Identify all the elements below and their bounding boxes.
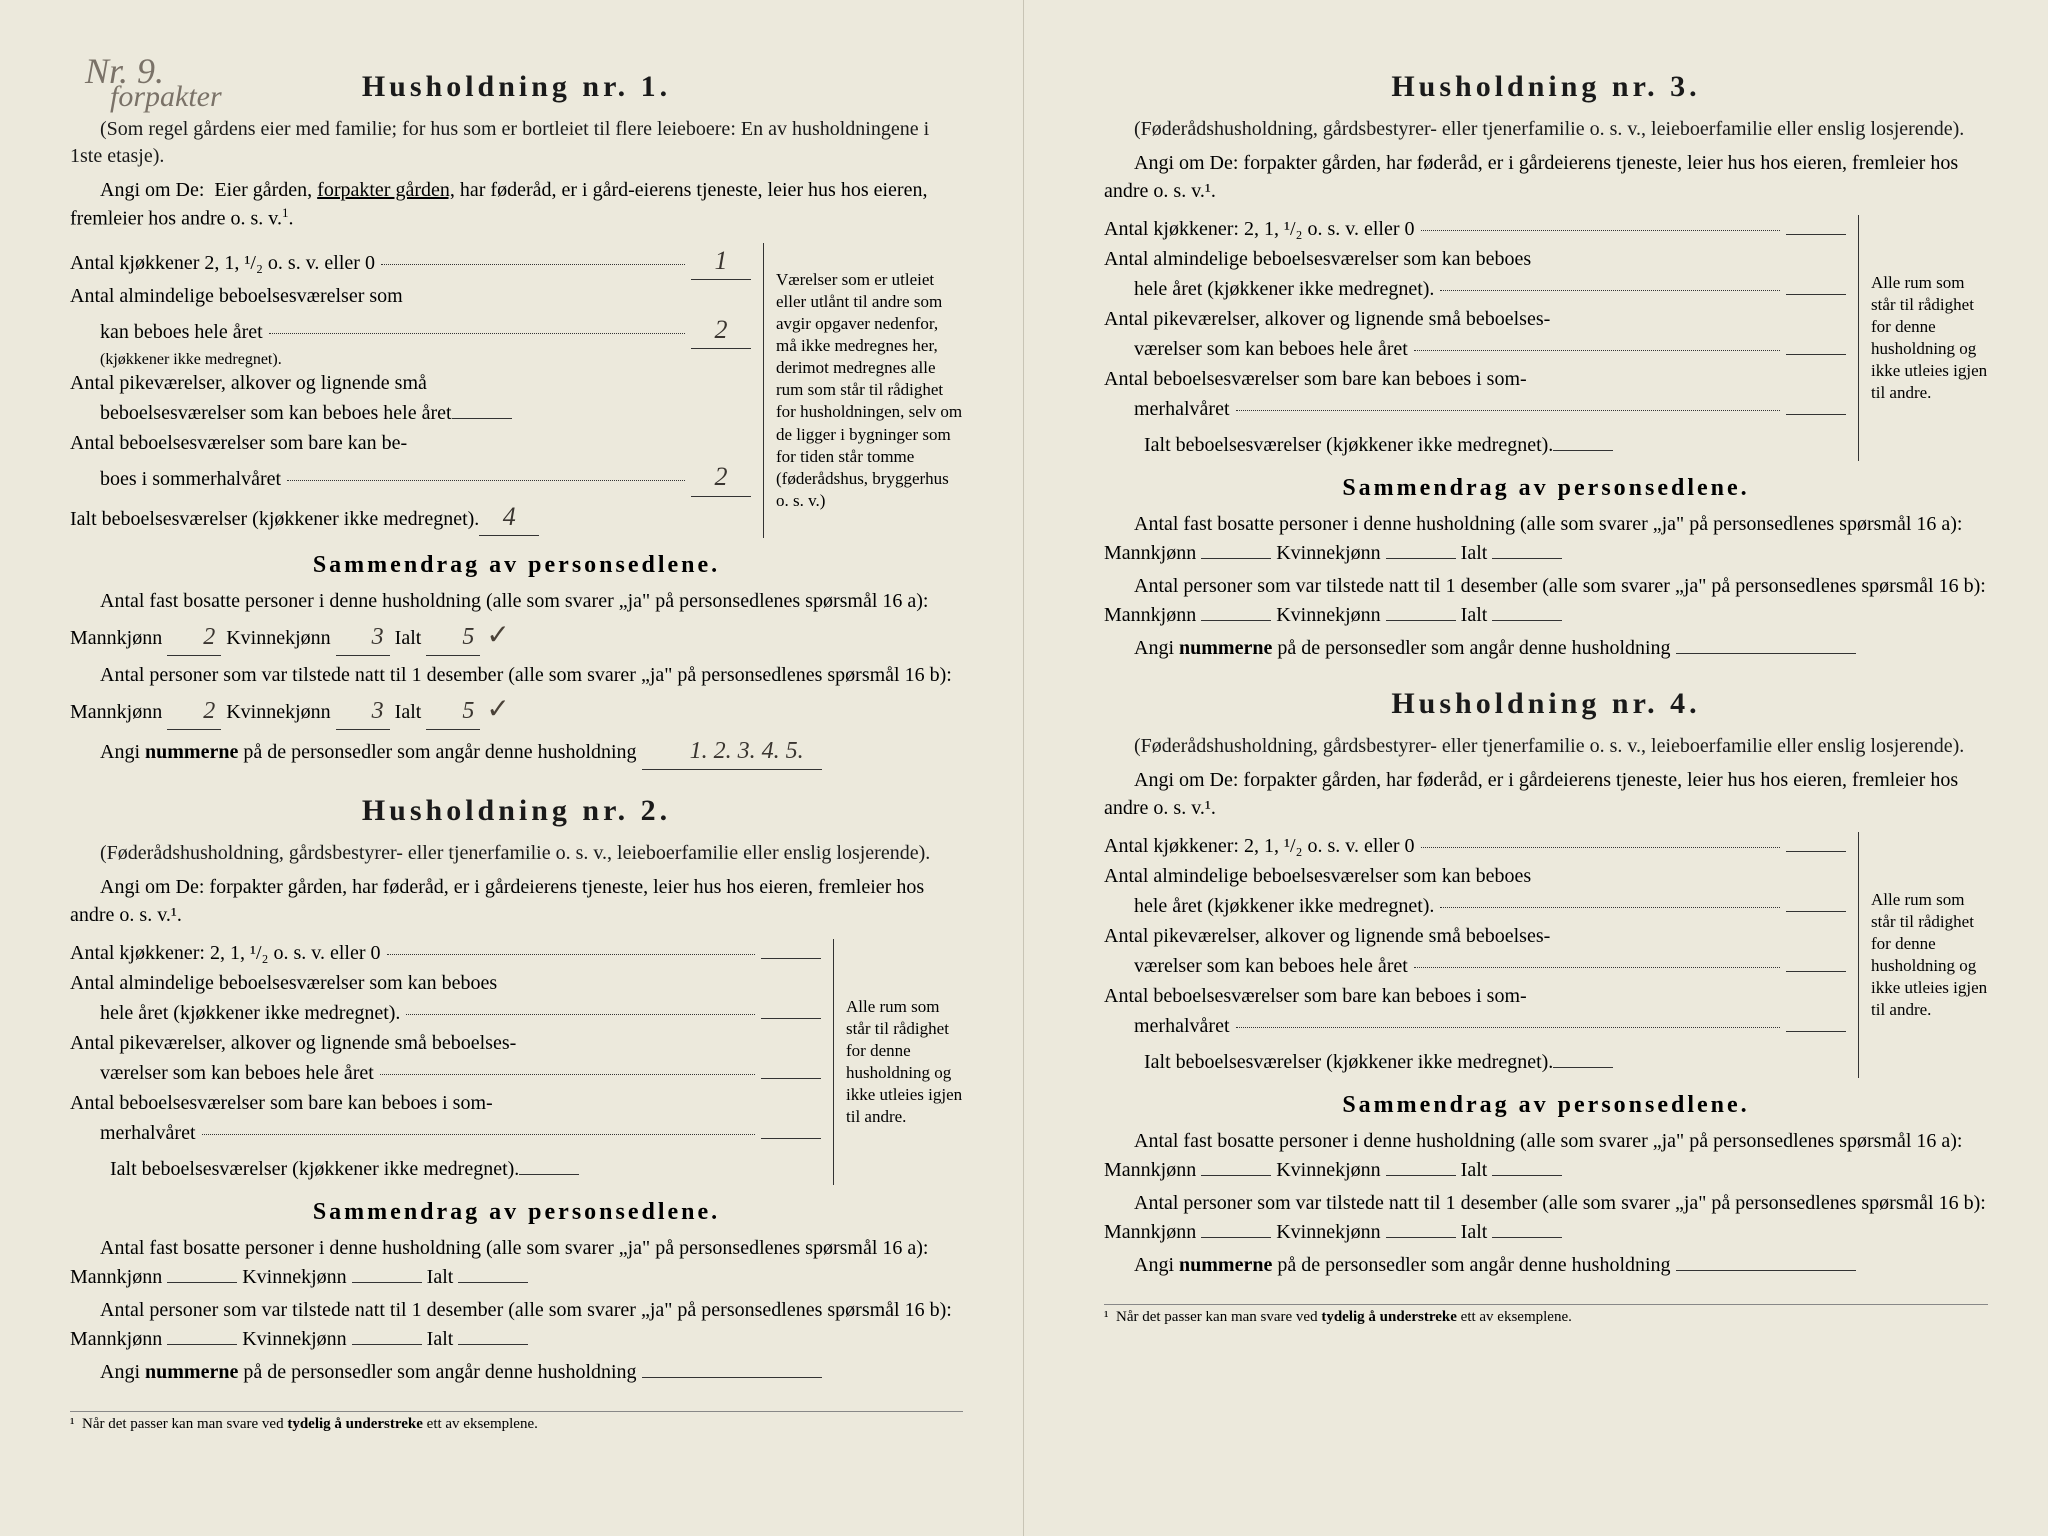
h1-r4-label: Antal beboelsesværelser som bare kan be- <box>70 429 407 457</box>
h1-r4-val: 2 <box>691 459 751 496</box>
h1-16b-ialt: 5 <box>426 694 480 730</box>
h3-nummerne: Angi nummerne på de personsedler som ang… <box>1104 634 1988 663</box>
h1-r3-val <box>452 418 512 419</box>
h1-sammendrag-title: Sammendrag av personsedlene. <box>70 552 963 579</box>
h2-side-note: Alle rum som står til rådighet for denne… <box>833 939 963 1185</box>
right-footnote: ¹ Når det passer kan man svare ved tydel… <box>1104 1304 1988 1326</box>
h4-form-block: Antal kjøkkener: 2, 1, ¹/₂ o. s. v. elle… <box>1104 832 1988 1078</box>
h1-p16b: Antal personer som var tilstede natt til… <box>70 661 963 731</box>
h3-p16b: Antal personer som var tilstede natt til… <box>1104 572 1988 630</box>
h1-r1-label: Antal kjøkkener 2, 1, ¹/₂ o. s. v. eller… <box>70 249 375 277</box>
h1-r2-note: (kjøkkener ikke medregnet). <box>70 351 751 369</box>
h2-sammendrag-title: Sammendrag av personsedlene. <box>70 1199 963 1226</box>
page-right: Husholdning nr. 3. (Føderådshusholdning,… <box>1024 0 2048 1536</box>
h1-16a-ialt: 5 <box>426 620 480 656</box>
h3-form-block: Antal kjøkkener: 2, 1, ¹/₂ o. s. v. elle… <box>1104 215 1988 461</box>
h1-r1-val: 1 <box>691 243 751 280</box>
h3-intro: (Føderådshusholdning, gårdsbestyrer- ell… <box>1104 116 1988 143</box>
h4-p16b: Antal personer som var tilstede natt til… <box>1104 1189 1988 1247</box>
h3-angi: Angi om De: forpakter gården, har føderå… <box>1104 149 1988 205</box>
h1-16a-k: 3 <box>336 620 390 656</box>
h3-title: Husholdning nr. 3. <box>1104 70 1988 104</box>
h1-r2-val: 2 <box>691 312 751 349</box>
h1-r5-val: 4 <box>479 499 539 536</box>
page-left: Nr. 9. forpakter Husholdning nr. 1. (Som… <box>0 0 1024 1536</box>
h1-form-block: Antal kjøkkener 2, 1, ¹/₂ o. s. v. eller… <box>70 243 963 539</box>
h1-angi: Angi om De: Eier gården, forpakter gårde… <box>70 176 963 233</box>
h2-form-block: Antal kjøkkener: 2, 1, ¹/₂ o. s. v. elle… <box>70 939 963 1185</box>
husholdning-3: Husholdning nr. 3. (Føderådshusholdning,… <box>1104 70 1988 663</box>
h4-angi: Angi om De: forpakter gården, har føderå… <box>1104 766 1988 822</box>
h4-title: Husholdning nr. 4. <box>1104 687 1988 721</box>
h3-side-note: Alle rum som står til rådighet for denne… <box>1858 215 1988 461</box>
h3-r5: Ialt beboelsesværelser (kjøkkener ikke m… <box>1104 431 1553 459</box>
h3-p16a: Antal fast bosatte personer i denne hush… <box>1104 510 1988 568</box>
husholdning-1: Husholdning nr. 1. (Som regel gårdens ei… <box>70 70 963 770</box>
h2-r1: Antal kjøkkener: 2, 1, ¹/₂ o. s. v. elle… <box>70 939 381 967</box>
h1-nummerne-val: 1. 2. 3. 4. 5. <box>642 734 822 770</box>
h4-r1: Antal kjøkkener: 2, 1, ¹/₂ o. s. v. elle… <box>1104 832 1415 860</box>
h2-intro: (Føderådshusholdning, gårdsbestyrer- ell… <box>70 840 963 867</box>
h1-16a-check: ✓ <box>486 620 509 651</box>
h1-r2-label: Antal almindelige beboelsesværelser som <box>70 282 403 310</box>
h1-r3-label: Antal pikeværelser, alkover og lignende … <box>70 369 427 397</box>
h4-intro: (Føderådshusholdning, gårdsbestyrer- ell… <box>1104 733 1988 760</box>
h1-16b-m: 2 <box>167 694 221 730</box>
h1-side-note: Værelser som er utleiet eller utlånt til… <box>763 243 963 539</box>
husholdning-4: Husholdning nr. 4. (Føderådshusholdning,… <box>1104 687 1988 1280</box>
handwriting-2: forpakter <box>110 80 222 114</box>
h2-nummerne: Angi nummerne på de personsedler som ang… <box>70 1358 963 1387</box>
h1-16b-check: ✓ <box>486 694 509 725</box>
h4-nummerne: Angi nummerne på de personsedler som ang… <box>1104 1251 1988 1280</box>
h2-angi: Angi om De: forpakter gården, har føderå… <box>70 873 963 929</box>
h2-p16a: Antal fast bosatte personer i denne hush… <box>70 1234 963 1292</box>
h4-side-note: Alle rum som står til rådighet for denne… <box>1858 832 1988 1078</box>
h2-title: Husholdning nr. 2. <box>70 794 963 828</box>
h1-nummerne: Angi nummerne på de personsedler som ang… <box>70 734 963 770</box>
h2-r5: Ialt beboelsesværelser (kjøkkener ikke m… <box>70 1155 519 1183</box>
h4-sammendrag-title: Sammendrag av personsedlene. <box>1104 1092 1988 1119</box>
h4-r5: Ialt beboelsesværelser (kjøkkener ikke m… <box>1104 1048 1553 1076</box>
h2-p16b: Antal personer som var tilstede natt til… <box>70 1296 963 1354</box>
h3-sammendrag-title: Sammendrag av personsedlene. <box>1104 475 1988 502</box>
h1-intro: (Som regel gårdens eier med familie; for… <box>70 116 963 170</box>
left-footnote: ¹ Når det passer kan man svare ved tydel… <box>70 1411 963 1433</box>
husholdning-2: Husholdning nr. 2. (Føderådshusholdning,… <box>70 794 963 1387</box>
h3-r1: Antal kjøkkener: 2, 1, ¹/₂ o. s. v. elle… <box>1104 215 1415 243</box>
h4-p16a: Antal fast bosatte personer i denne hush… <box>1104 1127 1988 1185</box>
h1-p16a: Antal fast bosatte personer i denne hush… <box>70 587 963 657</box>
document-spread: Nr. 9. forpakter Husholdning nr. 1. (Som… <box>0 0 2048 1536</box>
h1-angi-underlined: forpakter gården, <box>317 179 455 201</box>
h1-16a-m: 2 <box>167 620 221 656</box>
h1-r5-label: Ialt beboelsesværelser (kjøkkener ikke m… <box>70 505 479 533</box>
h1-16b-k: 3 <box>336 694 390 730</box>
